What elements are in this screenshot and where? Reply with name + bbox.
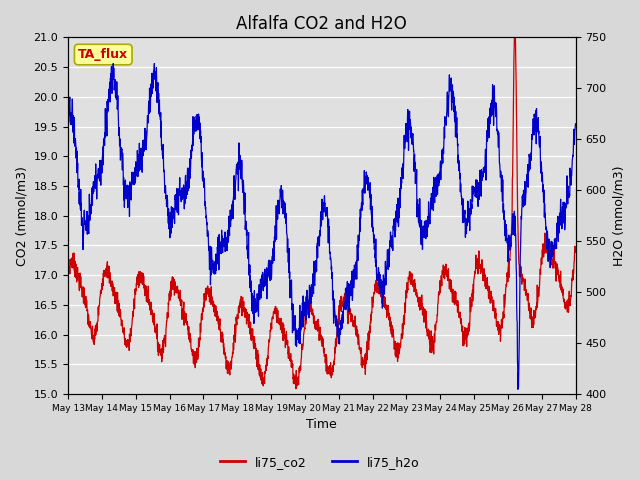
X-axis label: Time: Time [307, 419, 337, 432]
Text: TA_flux: TA_flux [78, 48, 128, 61]
Y-axis label: CO2 (mmol/m3): CO2 (mmol/m3) [15, 166, 28, 265]
Title: Alfalfa CO2 and H2O: Alfalfa CO2 and H2O [236, 15, 407, 33]
Legend: li75_co2, li75_h2o: li75_co2, li75_h2o [215, 451, 425, 474]
Y-axis label: H2O (mmol/m3): H2O (mmol/m3) [612, 166, 625, 266]
